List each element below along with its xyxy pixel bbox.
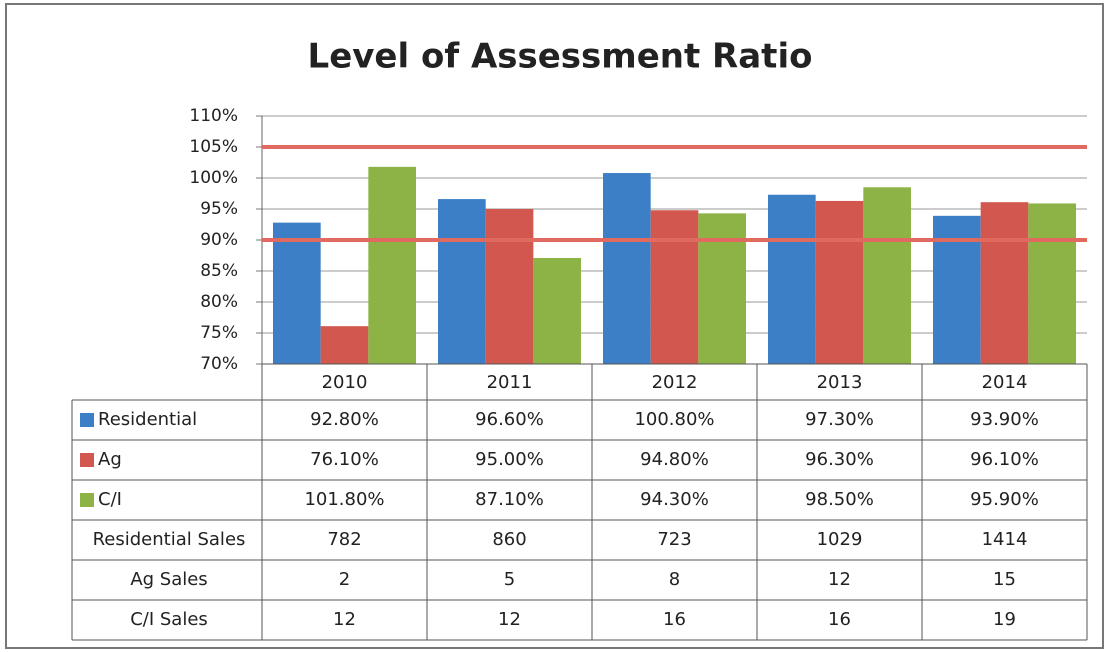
table-cell: 98.50%	[805, 489, 874, 510]
table-cell: 12	[828, 569, 851, 590]
table-cell: 96.10%	[970, 449, 1039, 470]
y-tick-label: 110%	[189, 106, 238, 126]
x-tick-label: 2010	[322, 372, 368, 393]
bar	[980, 202, 1029, 364]
bar	[1028, 203, 1076, 364]
legend-swatch	[80, 453, 94, 467]
y-tick-label: 105%	[189, 137, 238, 157]
legend-swatch	[80, 493, 94, 507]
bar	[273, 222, 321, 364]
table-cell: 95.00%	[475, 449, 544, 470]
bar	[815, 200, 864, 364]
table-cell: 95.90%	[970, 489, 1039, 510]
y-tick-label: 70%	[200, 354, 238, 374]
bar	[533, 257, 581, 364]
table-cell: 1414	[982, 529, 1028, 550]
y-tick-label: 80%	[200, 292, 238, 312]
table-cell: 782	[327, 529, 361, 550]
y-tick-label: 95%	[200, 199, 238, 219]
table-cell: 5	[504, 569, 515, 590]
table-cell: 93.90%	[970, 409, 1039, 430]
bar	[368, 166, 416, 364]
y-tick-label: 90%	[200, 230, 238, 250]
table-cell: 94.30%	[640, 489, 709, 510]
table-cell: 96.30%	[805, 449, 874, 470]
bar	[320, 326, 369, 364]
table-cell: 15	[993, 569, 1016, 590]
legend-label: C/I	[98, 489, 122, 510]
bar	[603, 173, 651, 364]
table-cell: 96.60%	[475, 409, 544, 430]
table-cell: 97.30%	[805, 409, 874, 430]
table-cell: 16	[663, 609, 686, 630]
bar	[698, 213, 746, 364]
table-cell: 12	[498, 609, 521, 630]
table-cell: 94.80%	[640, 449, 709, 470]
bar	[438, 199, 486, 364]
x-tick-label: 2012	[652, 372, 698, 393]
table-cell: 87.10%	[475, 489, 544, 510]
x-tick-label: 2013	[817, 372, 863, 393]
table-cell: 92.80%	[310, 409, 379, 430]
table-cell: 101.80%	[304, 489, 384, 510]
y-tick-label: 85%	[200, 261, 238, 281]
bar	[863, 187, 911, 364]
table-cell: 860	[492, 529, 526, 550]
x-tick-label: 2014	[982, 372, 1028, 393]
table-cell: 12	[333, 609, 356, 630]
row-label: Residential Sales	[93, 529, 246, 550]
bar	[485, 209, 534, 364]
table-cell: 76.10%	[310, 449, 379, 470]
table-cell: 16	[828, 609, 851, 630]
chart-title: Level of Assessment Ratio	[308, 37, 813, 77]
table-cell: 19	[993, 609, 1016, 630]
table-cell: 1029	[817, 529, 863, 550]
bar	[650, 210, 699, 364]
legend-label: Ag	[98, 449, 122, 470]
frame	[5, 3, 1104, 649]
table-cell: 8	[669, 569, 680, 590]
row-label: Ag Sales	[130, 569, 207, 590]
table-cell: 2	[339, 569, 350, 590]
row-label: C/I Sales	[130, 609, 208, 630]
bar	[768, 194, 816, 364]
table-cell: 100.80%	[634, 409, 714, 430]
y-tick-label: 100%	[189, 168, 238, 188]
x-tick-label: 2011	[487, 372, 533, 393]
table-cell: 723	[657, 529, 691, 550]
legend-swatch	[80, 413, 94, 427]
legend-label: Residential	[98, 409, 197, 430]
y-tick-label: 75%	[200, 323, 238, 343]
